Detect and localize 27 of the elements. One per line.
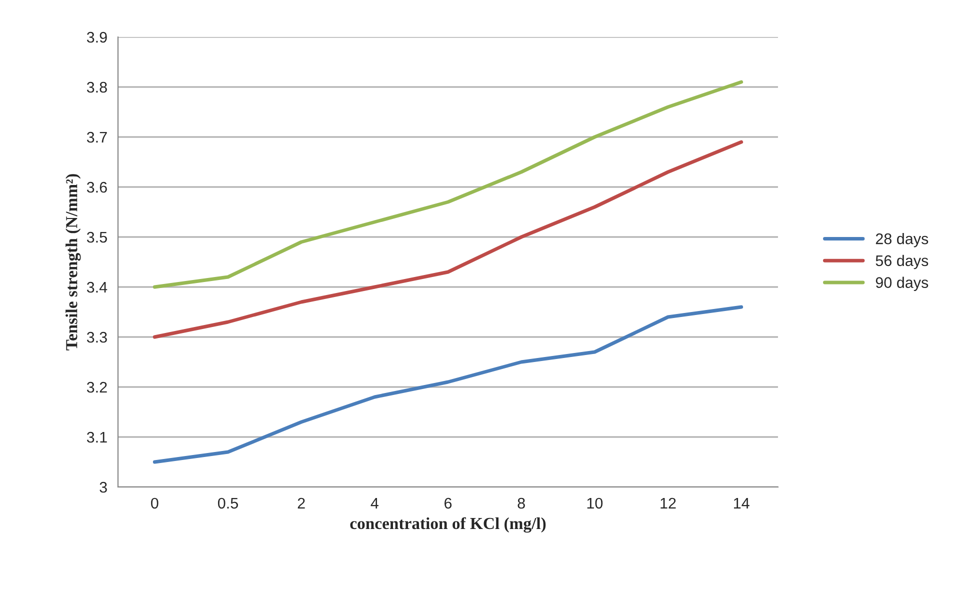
- y-tick-label: 3.6: [86, 182, 107, 193]
- y-tick-label: 3.9: [86, 32, 107, 43]
- x-tick-label: 6: [444, 498, 452, 509]
- y-tick-label: 3.8: [86, 82, 107, 93]
- x-tick-label: 10: [587, 498, 603, 509]
- legend-label: 28 days: [876, 233, 928, 248]
- line-series: [152, 305, 744, 464]
- line-series: [152, 80, 744, 289]
- y-tick-label: 3.1: [86, 432, 107, 443]
- y-tick-label: 3.3: [86, 332, 107, 343]
- x-tick-label: 2: [298, 498, 305, 508]
- y-axis-title: Tensile strength (N/mm²): [66, 174, 81, 350]
- y-tick-label: 3.2: [86, 382, 107, 393]
- x-tick-label: 12: [660, 498, 676, 508]
- y-tick-label: 3: [100, 482, 107, 493]
- x-axis-title: concentration of KCl (mg/l): [350, 517, 546, 533]
- x-tick-label: 0: [151, 498, 158, 509]
- y-tick-label: 3.5: [86, 232, 107, 243]
- line-series: [152, 140, 744, 339]
- y-tick-label: 3.4: [86, 282, 108, 293]
- y-tick-label: 3.7: [86, 132, 107, 143]
- x-tick-label: 14: [734, 498, 750, 508]
- legend-label: 90 days: [876, 276, 928, 291]
- x-tick-label: 4: [370, 498, 378, 508]
- x-tick-label: 0.5: [218, 498, 238, 509]
- legend-label: 56 days: [876, 254, 928, 270]
- x-tick-label: 8: [518, 498, 525, 509]
